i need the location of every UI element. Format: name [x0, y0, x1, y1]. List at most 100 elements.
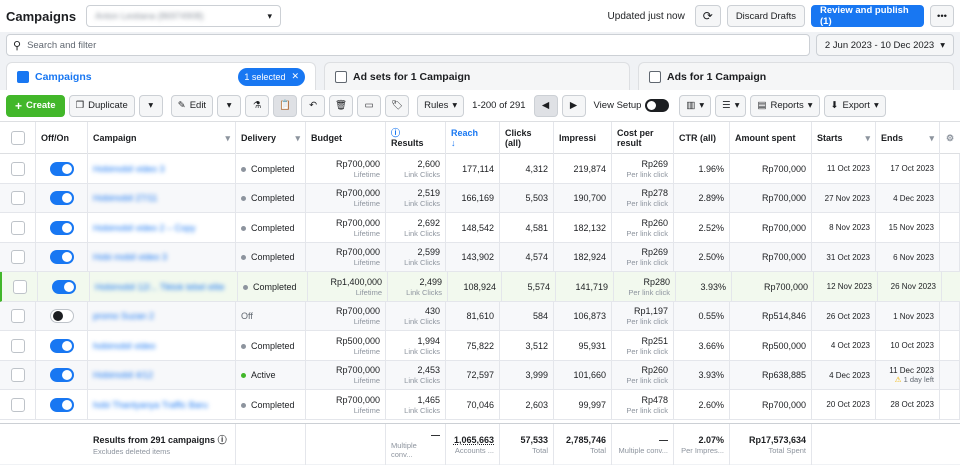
tab-adsets[interactable]: Ad sets for 1 Campaign	[324, 62, 630, 90]
row-toggle[interactable]	[51, 279, 76, 294]
col-ends[interactable]: Ends ▾	[876, 122, 940, 154]
reports-button[interactable]: ▤ Reports ▾	[750, 94, 820, 117]
breakdown-button[interactable]: ☰ ▾	[715, 94, 747, 117]
review-publish-button[interactable]: Review and publish (1)	[811, 5, 924, 27]
clipboard-button[interactable]: 📋	[273, 94, 298, 117]
row-checkbox[interactable]	[10, 397, 25, 412]
col-clicks[interactable]: Clicks (all)	[500, 122, 554, 154]
cpr-value: Rp260	[641, 217, 668, 228]
row-toggle[interactable]	[49, 368, 74, 382]
campaign-name[interactable]: Hobimobil 12/... Tiktok tebel elite	[95, 281, 225, 292]
select-all-cell	[0, 122, 36, 154]
table-row[interactable]: Hobimobil 27/11 Completed Rp700,000 Lifetim…	[0, 183, 960, 213]
search-input[interactable]: ⚲ Search and filter	[6, 34, 810, 56]
level-tabs: Campaigns 1 selected ✕ Ad sets for 1 Cam…	[6, 62, 954, 90]
create-button[interactable]: + Create	[6, 94, 65, 117]
impressions-value: 101,660	[573, 370, 606, 380]
row-checkbox[interactable]	[10, 191, 25, 205]
tag-button[interactable]: 🏷	[385, 94, 410, 117]
table-row[interactable]: Hobimobil video 2 – Copy Completed Rp700,0…	[0, 213, 960, 243]
table-row[interactable]: Hobi mobil video 3 Completed Rp700,000 Life…	[0, 242, 960, 272]
col-amount-spent[interactable]: Amount spent	[730, 122, 812, 154]
row-checkbox[interactable]	[12, 279, 27, 294]
select-all-checkbox[interactable]	[10, 131, 25, 145]
col-offon[interactable]: Off/On	[36, 122, 88, 154]
col-results[interactable]: ⓘ Results	[386, 122, 446, 154]
col-impressions[interactable]: Impressi	[554, 122, 612, 154]
row-toggle[interactable]	[49, 338, 74, 353]
row-toggle[interactable]	[49, 309, 74, 323]
row-checkbox[interactable]	[10, 309, 25, 323]
col-starts[interactable]: Starts ▾	[812, 122, 876, 154]
row-checkbox[interactable]	[10, 161, 25, 176]
table-row[interactable]: hobi Thantyanya Traffic Baru Completed Rp7…	[0, 390, 960, 420]
view-setup-toggle[interactable]	[645, 99, 670, 112]
undo-button[interactable]: ↶	[301, 94, 326, 117]
columns-button[interactable]: ▥ ▾	[679, 94, 712, 117]
campaign-name[interactable]: hobimobil video	[93, 340, 156, 351]
row-toggle[interactable]	[49, 220, 74, 235]
columns-icon: ▥	[686, 100, 696, 111]
campaign-name[interactable]: Hobi mobil video 3	[93, 252, 168, 262]
row-toggle[interactable]	[49, 250, 74, 264]
duplicate-button[interactable]: ❐ Duplicate	[68, 94, 135, 117]
col-delivery[interactable]: Delivery ▾	[236, 122, 306, 154]
campaign-name[interactable]: hobi Thantyanya Traffic Baru	[93, 399, 208, 410]
cpr-type: Per link click	[628, 287, 670, 297]
tab-ads[interactable]: Ads for 1 Campaign	[638, 62, 954, 90]
close-icon[interactable]: ✕	[291, 71, 299, 81]
export-button[interactable]: ⬇ Export ▾	[823, 94, 886, 117]
row-checkbox[interactable]	[10, 250, 25, 264]
col-budget[interactable]: Budget	[306, 122, 386, 154]
campaign-name[interactable]: promo Suzan 2	[93, 311, 155, 321]
table-row[interactable]: Hobimobil 4/12 Active Rp700,000 Lifetime 2,4…	[0, 360, 960, 390]
end-date: 15 Nov 2023	[888, 223, 934, 232]
row-toggle[interactable]	[49, 191, 74, 205]
account-selector[interactable]: Anton Lestiana (86974908) ▾	[86, 5, 282, 27]
row-checkbox[interactable]	[10, 220, 25, 235]
table-row[interactable]: hobimobil video Completed Rp500,000 Lifetim…	[0, 331, 960, 361]
campaign-name[interactable]: Hobimobil video 2 – Copy	[93, 222, 196, 233]
row-checkbox[interactable]	[10, 368, 25, 382]
chevron-down-icon: ▾	[267, 10, 273, 21]
edit-menu-button[interactable]: ▾	[217, 94, 242, 117]
date-range-picker[interactable]: 2 Jun 2023 - 10 Dec 2023 ▾	[815, 34, 954, 56]
selected-badge-label: 1 selected	[244, 71, 286, 82]
row-checkbox[interactable]	[10, 338, 25, 353]
results-value: 2,692	[417, 217, 440, 228]
row-toggle[interactable]	[49, 161, 74, 176]
col-reach[interactable]: Reach ↓	[446, 122, 500, 154]
refresh-button[interactable]: ⟳	[694, 5, 721, 27]
next-page-button[interactable]: ▶	[561, 94, 586, 117]
table-row[interactable]: Hobimobil video 3 Completed Rp700,000 Lifet…	[0, 154, 960, 184]
tab-campaigns[interactable]: Campaigns 1 selected ✕	[6, 62, 316, 90]
ab-test-button[interactable]: ⚗	[245, 94, 270, 117]
campaign-name[interactable]: Hobimobil 27/11	[93, 193, 158, 203]
table-row[interactable]: Hobimobil 12/... Tiktok tebel elite Compl…	[0, 272, 960, 302]
cpr-type: Per link click	[626, 405, 668, 415]
discard-drafts-button[interactable]: Discard Drafts	[726, 5, 805, 27]
clicks-value: 5,503	[525, 193, 548, 203]
account-name: Anton Lestiana (86974908)	[95, 11, 204, 21]
col-cost-per-result[interactable]: Cost per result	[612, 122, 674, 154]
column-settings[interactable]: ⚙	[940, 122, 960, 154]
col-campaign[interactable]: Campaign ▾	[88, 122, 236, 154]
col-ctr[interactable]: CTR (all)	[674, 122, 730, 154]
delete-button[interactable]: 🗑	[329, 94, 354, 117]
duplicate-menu-button[interactable]: ▾	[138, 94, 163, 117]
rules-button[interactable]: Rules ▾	[417, 94, 465, 117]
preview-button[interactable]: ▭	[357, 94, 382, 117]
end-date: 17 Oct 2023	[890, 164, 934, 173]
prev-page-button[interactable]: ◀	[533, 94, 558, 117]
campaign-table: Off/On Campaign ▾ Delivery ▾ Budget ⓘ Resul…	[0, 122, 960, 465]
results-type: Link Clicks	[404, 346, 440, 356]
table-row[interactable]: promo Suzan 2 Off Rp700,000 Lifetime 430 Link…	[0, 301, 960, 331]
campaign-name[interactable]: Hobimobil video 3	[93, 163, 165, 174]
selected-badge[interactable]: 1 selected ✕	[238, 67, 305, 86]
row-toggle[interactable]	[49, 397, 74, 412]
edit-button[interactable]: ✎ Edit	[170, 94, 214, 117]
more-options-button[interactable]: •••	[930, 5, 954, 27]
footer-sub: Excludes deleted items	[93, 447, 171, 456]
campaign-name[interactable]: Hobimobil 4/12	[93, 370, 154, 380]
view-setup-label: View Setup	[593, 100, 642, 111]
